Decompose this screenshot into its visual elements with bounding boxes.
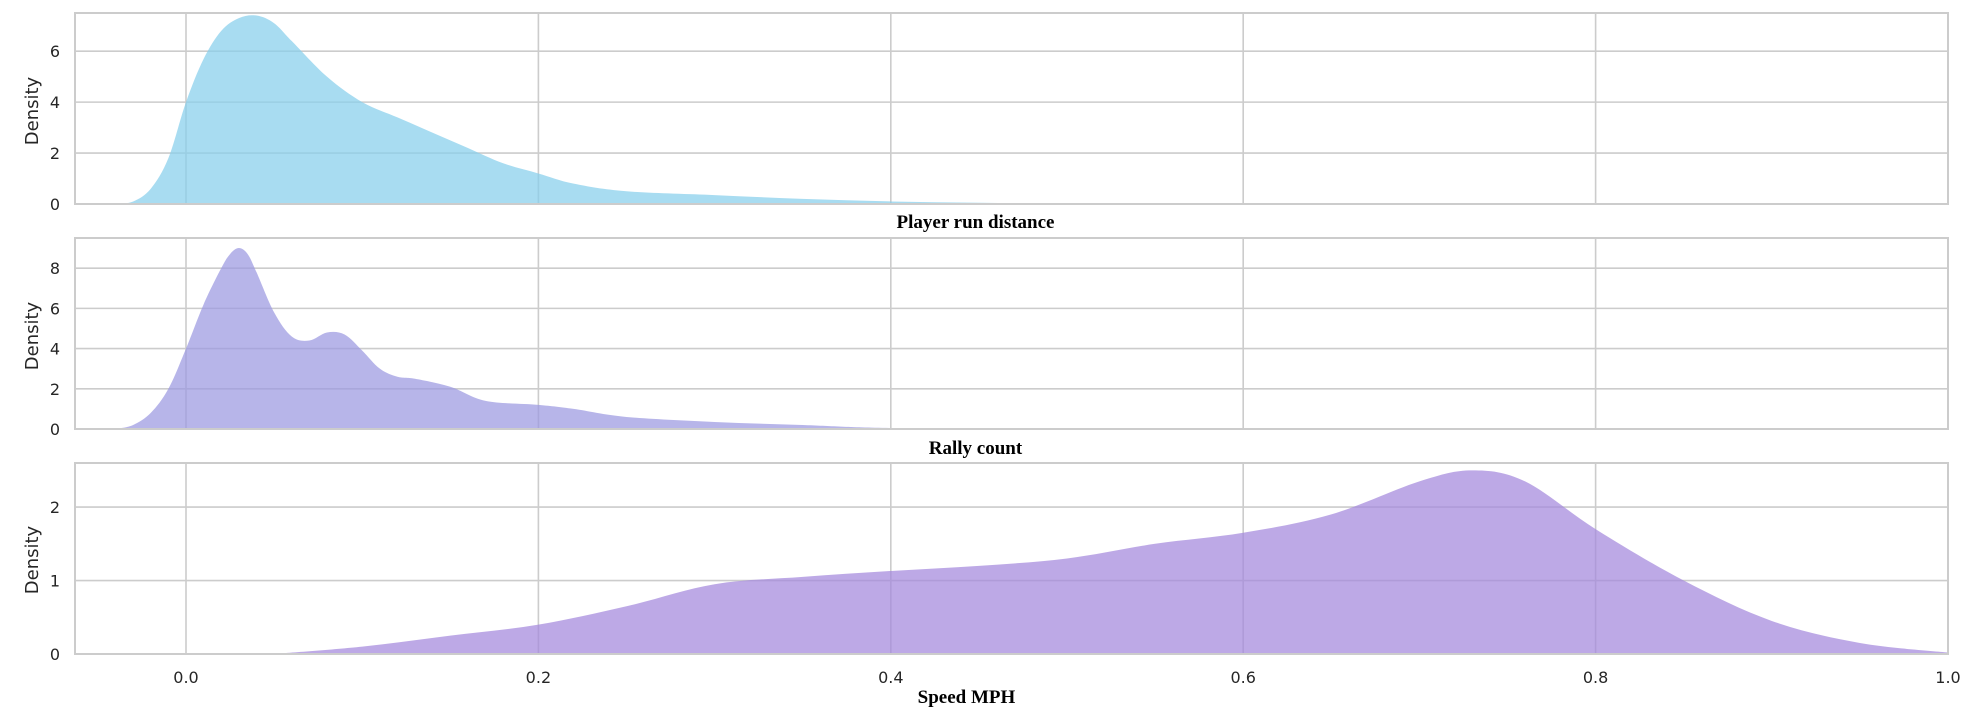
y-tick-label: 0 [50,645,60,664]
y-tick-label: 1 [50,572,60,591]
y-tick-label: 2 [50,380,60,399]
y-axis-label: Density [22,76,43,145]
y-tick-label: 0 [50,195,60,214]
panel-3: 0 1 2 Density Rally count 0.0 0.2 0.4 0.6 0.8 1.0 S… [22,438,1961,708]
panel-2: 0 2 4 6 8 Density Player run distance [22,212,1948,439]
x-axis-label: Speed MPH [918,687,1016,708]
panel-title: Player run distance [897,212,1055,233]
panel-title: Rally count [929,438,1023,459]
y-tick-label: 2 [50,498,60,517]
y-tick-label: 2 [50,144,60,163]
y-tick-label: 8 [50,259,60,278]
y-axis-label: Density [22,301,43,370]
x-tick-label: 1.0 [1935,668,1960,687]
y-tick-label: 6 [50,299,60,318]
panel-1: 0 2 4 6 Density [22,13,1948,214]
density-area [274,470,1948,654]
y-axis-label: Density [22,525,43,594]
y-tick-label: 4 [50,93,60,112]
density-area [116,248,1067,429]
y-tick-label: 6 [50,42,60,61]
density-area [116,15,1156,204]
x-tick-label: 0.2 [526,668,551,687]
x-tick-label: 0.4 [878,668,903,687]
x-tick-label: 0.8 [1583,668,1608,687]
y-tick-label: 4 [50,340,60,359]
x-tick-label: 0.0 [173,668,198,687]
x-tick-label: 0.6 [1230,668,1255,687]
y-tick-label: 0 [50,420,60,439]
